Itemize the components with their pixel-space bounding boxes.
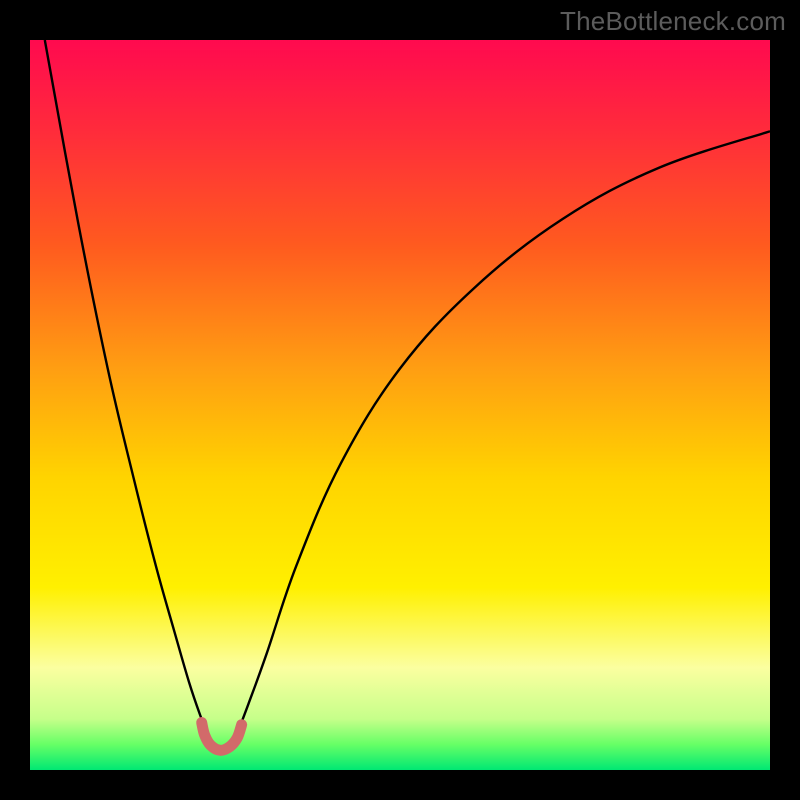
plot-area (30, 40, 770, 770)
watermark-text: TheBottleneck.com (560, 6, 786, 37)
plot-svg (30, 40, 770, 770)
chart-frame: TheBottleneck.com (0, 0, 800, 800)
gradient-background (30, 40, 770, 770)
